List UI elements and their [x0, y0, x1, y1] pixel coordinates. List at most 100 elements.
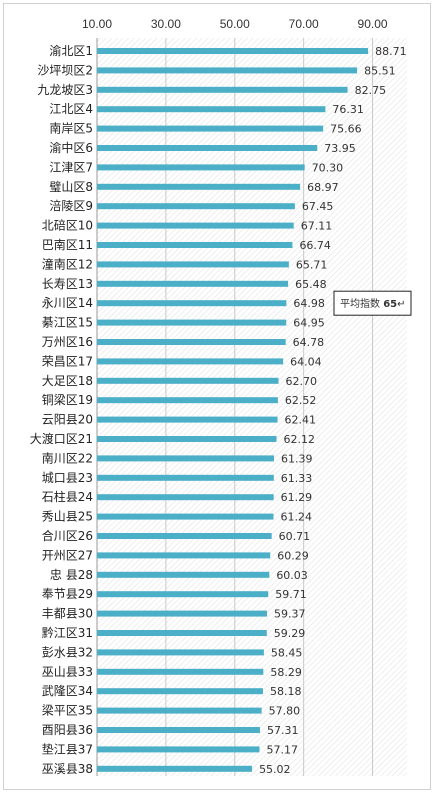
category-label: 巫溪县38: [42, 762, 93, 776]
category-label: 大足区18: [42, 374, 93, 388]
bar-chart: 10.00 30.00 50.00 70.00 90.00 渝北区1 沙坪坝区2 九龙坡区3…: [30, 17, 412, 776]
category-label: 江北区4: [49, 102, 93, 116]
category-label: 云阳县20: [42, 413, 93, 427]
bar: [97, 48, 369, 54]
value-label: 82.75: [355, 84, 387, 97]
bar: [97, 765, 253, 772]
bar: [97, 261, 289, 268]
bar: [97, 436, 277, 442]
category-label: 武隆区34: [42, 683, 93, 698]
category-label: 巫山县33: [42, 665, 93, 679]
bar: [97, 145, 318, 151]
category-label: 城口县23: [42, 471, 93, 485]
value-label: 62.70: [286, 375, 318, 388]
bar: [97, 668, 264, 675]
bar: [97, 164, 305, 171]
bar: [97, 222, 294, 229]
value-label: 61.24: [280, 511, 312, 524]
value-label: 62.52: [285, 394, 317, 407]
category-label: 荣昌区17: [42, 354, 93, 368]
average-callout-value: 65: [383, 299, 397, 310]
value-label: 67.45: [302, 200, 334, 213]
category-label: 渝北区1: [49, 43, 93, 58]
value-label: 57.80: [269, 705, 301, 718]
value-label: 75.66: [330, 123, 362, 136]
category-label: 奉节县29: [42, 587, 93, 601]
bar: [97, 106, 326, 113]
x-tick-label: 10.00: [82, 17, 112, 31]
category-label: 秀山县25: [42, 510, 93, 524]
x-axis-ticks: 10.00 30.00 50.00 70.00 90.00: [82, 17, 388, 31]
value-label: 70.30: [312, 161, 344, 174]
value-label: 55.02: [259, 763, 291, 776]
bar: [97, 242, 293, 248]
category-label: 垫江县37: [42, 741, 93, 756]
category-label: 潼南区12: [42, 256, 93, 271]
category-label: 梁平区35: [42, 703, 93, 718]
bar: [97, 86, 348, 93]
category-label: 永川区14: [42, 296, 93, 310]
bar: [97, 571, 270, 578]
category-labels: 渝北区1 沙坪坝区2 九龙坡区3 江北区4 南岸区5 渝中区6 江津区7 璧山区8 涪陵区9 北碚…: [30, 43, 93, 776]
category-label: 酉阳县36: [42, 723, 93, 737]
x-tick-label: 30.00: [151, 17, 181, 31]
category-label: 涪陵区9: [49, 198, 93, 213]
value-label: 62.12: [284, 433, 316, 446]
bar: [97, 67, 358, 74]
category-label: 石柱县24: [42, 489, 93, 504]
bar: [97, 416, 278, 423]
bar: [97, 300, 287, 307]
category-label: 江津区7: [49, 160, 93, 174]
bar: [97, 591, 269, 598]
bar: [97, 513, 274, 520]
value-label: 76.31: [332, 103, 364, 116]
value-label: 58.29: [270, 666, 302, 679]
bar: [97, 688, 263, 695]
category-label: 南岸区5: [49, 121, 93, 136]
value-label: 64.04: [290, 355, 322, 368]
bar: [97, 377, 279, 384]
value-label: 88.71: [375, 45, 407, 58]
value-label: 62.41: [285, 414, 317, 427]
value-label: 58.45: [271, 646, 303, 659]
category-label: 彭水县32: [42, 645, 93, 659]
value-label: 57.31: [267, 724, 299, 737]
category-label: 南川区22: [42, 450, 93, 465]
x-tick-label: 70.00: [289, 17, 319, 31]
category-label: 黔江区31: [42, 625, 93, 640]
average-callout-text: 平均指数 65↵: [340, 297, 406, 310]
bar: [97, 649, 264, 656]
category-label: 铜梁区19: [42, 392, 93, 407]
value-label: 60.03: [276, 569, 308, 582]
value-label: 57.17: [266, 743, 298, 756]
bar: [97, 552, 271, 559]
category-label: 巴南区11: [42, 237, 93, 252]
category-label: 开州区27: [42, 548, 93, 562]
average-callout: 平均指数 65↵: [333, 290, 412, 316]
bar: [97, 203, 295, 210]
value-label: 73.95: [324, 142, 356, 155]
category-label: 万州区16: [42, 335, 93, 349]
bar: [97, 610, 268, 617]
average-callout-prefix: 平均指数: [340, 297, 383, 310]
bar: [97, 630, 267, 636]
value-label: 61.33: [281, 472, 313, 485]
category-label: 丰都县30: [42, 607, 93, 621]
value-label: 85.51: [364, 64, 396, 77]
bar: [97, 707, 262, 714]
value-label: 65.48: [295, 278, 327, 291]
average-callout-suffix: ↵: [397, 299, 405, 310]
bar: [97, 358, 284, 365]
bar: [97, 474, 274, 481]
value-label: 66.74: [299, 239, 331, 252]
category-label: 璧山区8: [49, 179, 93, 194]
value-label: 68.97: [307, 181, 339, 194]
bar: [97, 319, 287, 326]
value-labels: 88.71 85.51 82.75 76.31 75.66 73.95 70.30 68.97…: [259, 45, 407, 776]
x-tick-label: 90.00: [358, 17, 388, 31]
value-label: 64.98: [293, 297, 325, 310]
category-label: 大渡口区21: [30, 431, 93, 446]
value-label: 64.78: [293, 336, 325, 349]
value-label: 61.29: [281, 491, 313, 504]
value-label: 60.29: [277, 549, 309, 562]
